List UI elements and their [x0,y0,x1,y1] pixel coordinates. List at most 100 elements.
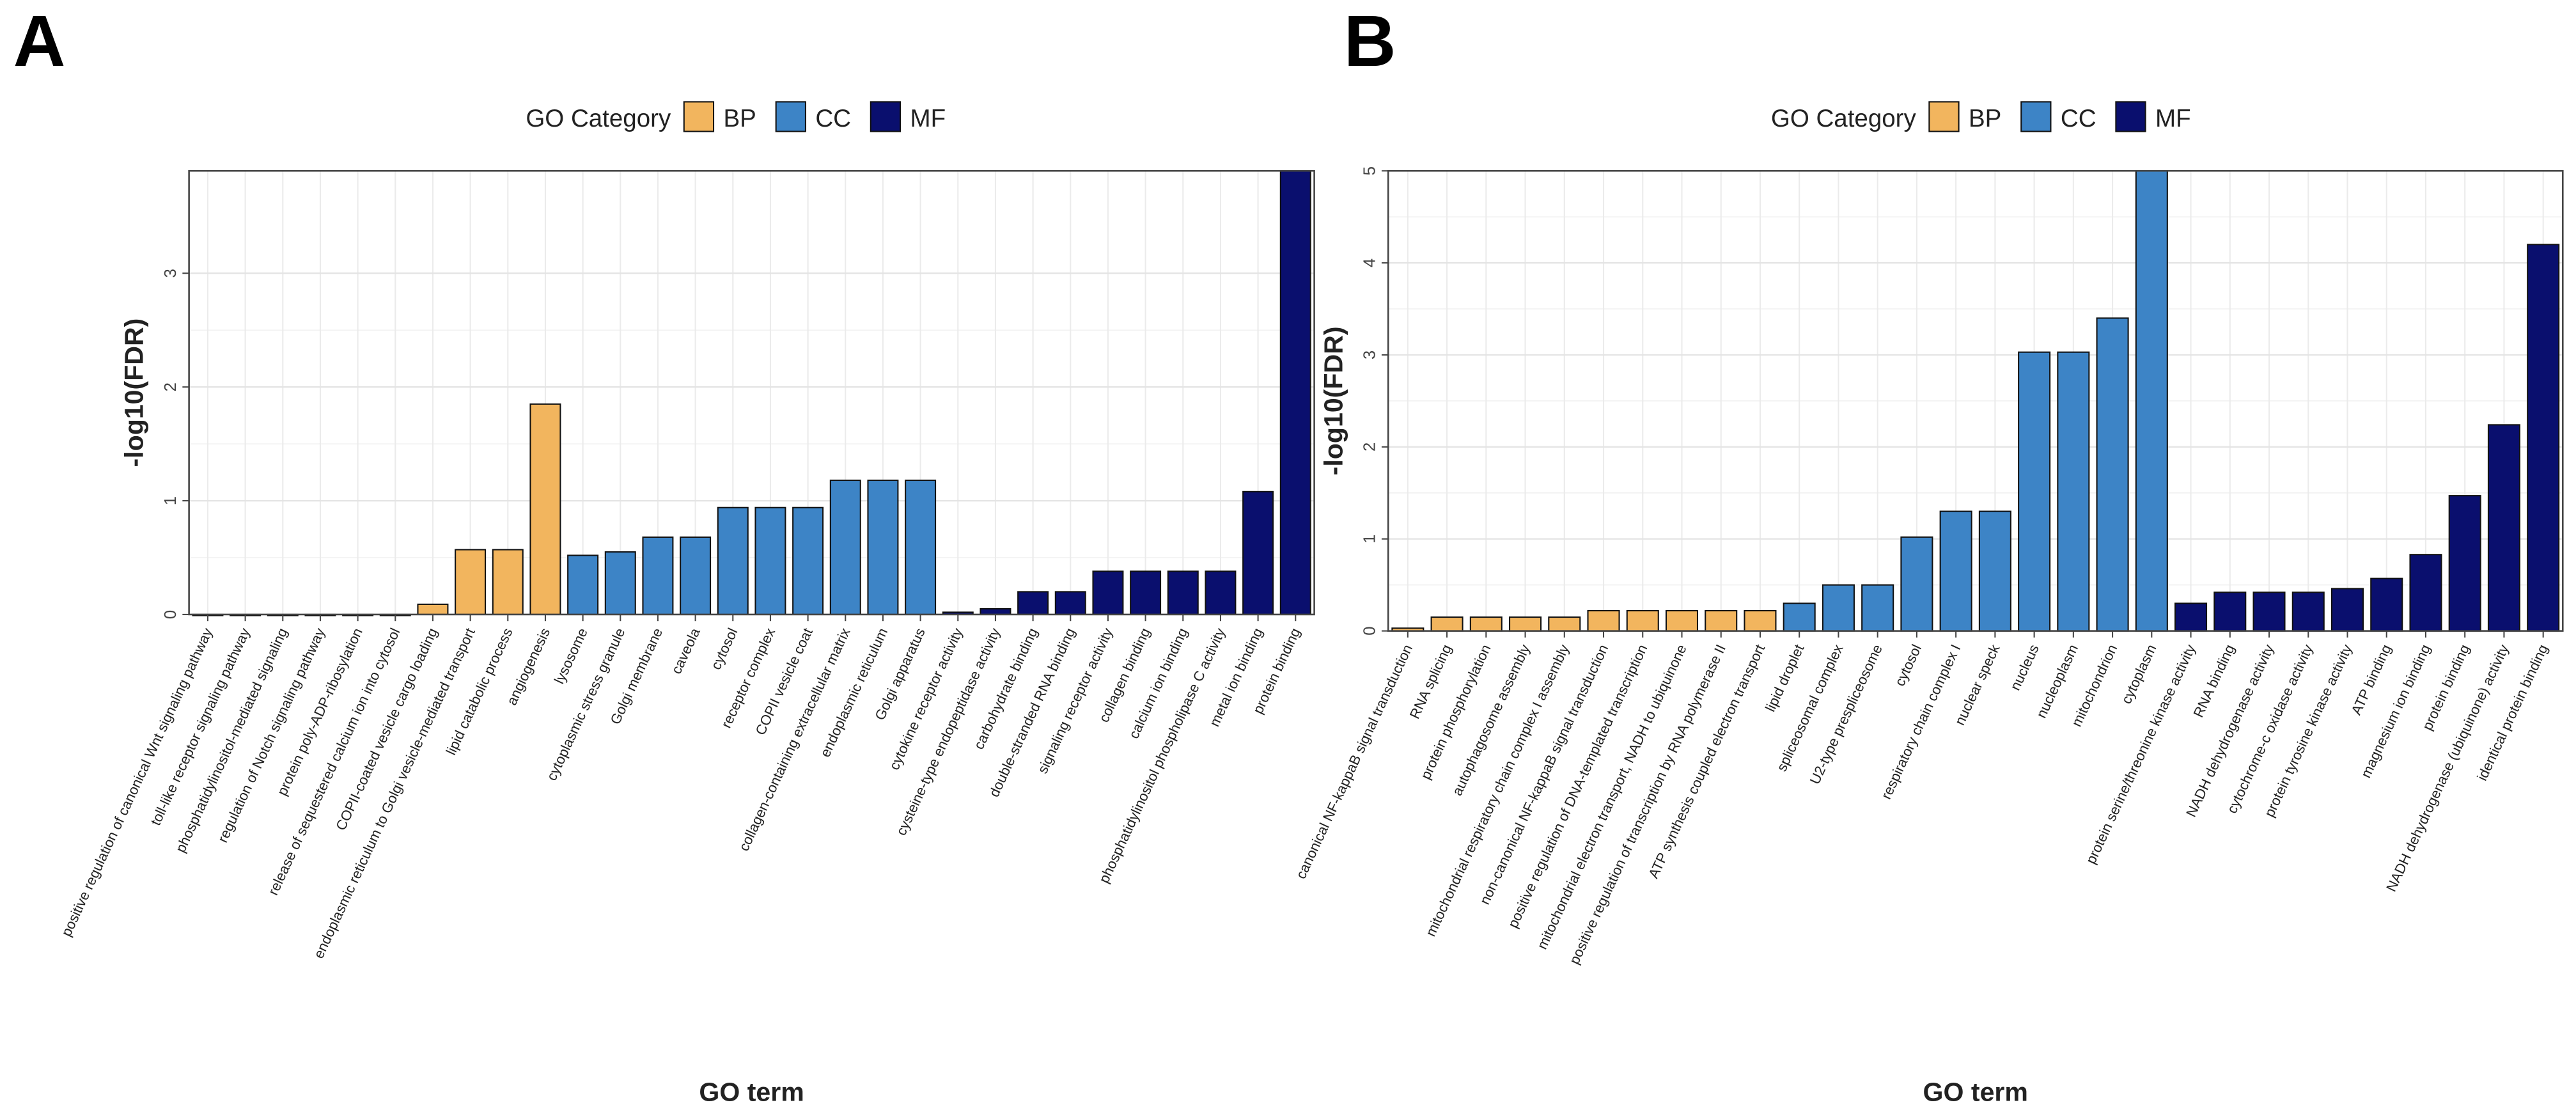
bar [1130,570,1162,615]
bar [1587,609,1620,632]
y-axis-title: -log10(FDR) [1318,326,1348,475]
bar [1509,616,1542,632]
bar [455,549,487,615]
bar [680,536,712,615]
y-tick-label: 3 [1361,350,1379,359]
x-tick-label: canonical NF-kappaB signal transduction [1293,642,1416,881]
legend-swatch [2115,101,2146,132]
y-tick-label: 1 [162,496,180,505]
bar [2096,317,2129,632]
bar [717,506,749,615]
legend-swatch [2020,101,2052,132]
legend-swatch [775,101,806,132]
x-tick-label: protein phosphorylation [1417,642,1494,782]
bar [2018,351,2051,632]
bar [2330,588,2364,632]
panel-label: A [13,1,66,81]
y-tick-label: 2 [1361,443,1379,451]
plot-background [189,171,1315,615]
bar [1861,584,1894,632]
bar [1469,616,1503,632]
legend-label: MF [910,105,946,132]
bar [1744,609,1777,632]
bar [1242,490,1274,615]
bar [417,603,449,615]
bar [2174,602,2208,632]
legend-title: GO Category [526,105,671,132]
x-tick-label: cytosol [708,625,741,672]
legend-swatch [870,101,902,132]
bar [754,506,786,615]
bar [492,549,524,615]
bar [1900,536,1933,632]
x-tick-label: endoplasmic reticulum [817,625,891,760]
bar [1430,616,1464,632]
bar [1783,602,1816,632]
y-tick-label: 1 [1361,535,1379,544]
bar [529,403,561,615]
bar [1705,609,1738,632]
bar [1978,510,2011,632]
panel: A 0 1 2 3 positive regulation of canonical Wn… [13,1,1315,1106]
bar [2370,577,2403,632]
x-tick-label: positive regulation of canonical Wnt sig… [58,625,215,939]
y-tick-label: 5 [1361,166,1379,175]
bar [2213,592,2247,632]
bar [2291,592,2325,632]
x-tick-label: U2-type prespliceosome [1807,642,1885,787]
x-axis-title: GO term [699,1077,804,1106]
panel: B 0 1 2 3 4 5 canonical NF-kappaB signal transd… [1293,1,2564,1106]
y-tick-label: 0 [162,610,180,619]
bar [1167,570,1199,615]
x-tick-label: cytosol [1891,642,1924,689]
x-tick-label: respiratory chain complex I [1878,642,1963,802]
bar [1017,591,1049,615]
bar [2487,424,2520,632]
bar [1279,170,1311,615]
bar [829,480,861,615]
bar [2252,592,2286,632]
x-tick-label: lipid droplet [1762,642,1807,714]
y-tick-label: 2 [162,382,180,391]
legend-label: MF [2155,105,2191,132]
bar [1626,609,1659,632]
x-tick-label: mitochondrial electron transport, NADH t… [1534,642,1690,952]
legend-label: CC [815,105,851,132]
bar [1205,570,1237,615]
y-axis-title: -log10(FDR) [120,318,149,467]
x-tick-label: nucleus [2007,642,2042,693]
bar [2057,351,2090,632]
bar [1548,616,1581,632]
x-tick-label: lysosome [551,625,591,686]
bar [1822,584,1855,632]
bar [792,506,824,615]
bar [1092,570,1124,615]
y-tick-label: 3 [162,269,180,278]
bar [2448,495,2481,632]
x-tick-label: caveola [668,625,703,677]
panel-label: B [1344,1,1396,81]
x-tick-label: ATP binding [2348,642,2394,718]
legend-label: BP [723,105,756,132]
bar [1054,591,1086,615]
x-axis-title: GO term [1923,1077,2028,1106]
y-tick-label: 4 [1361,258,1379,267]
bar [2135,170,2168,632]
legend-label: BP [1969,105,2001,132]
bar [1939,510,1972,632]
y-tick-label: 0 [1361,626,1379,635]
bar [905,480,937,615]
plot-border [188,169,1315,616]
x-tick-label: cytoplasm [2118,642,2160,707]
x-tick-label: magnesium ion binding [2358,642,2434,780]
bar [1665,609,1699,632]
bar [2527,244,2560,632]
legend-label: CC [2061,105,2096,132]
legend-swatch [683,101,715,132]
legend-title: GO Category [1771,105,1917,132]
bar [567,554,599,615]
x-tick-label: identical protein binding [2474,642,2551,783]
bar [604,551,636,615]
